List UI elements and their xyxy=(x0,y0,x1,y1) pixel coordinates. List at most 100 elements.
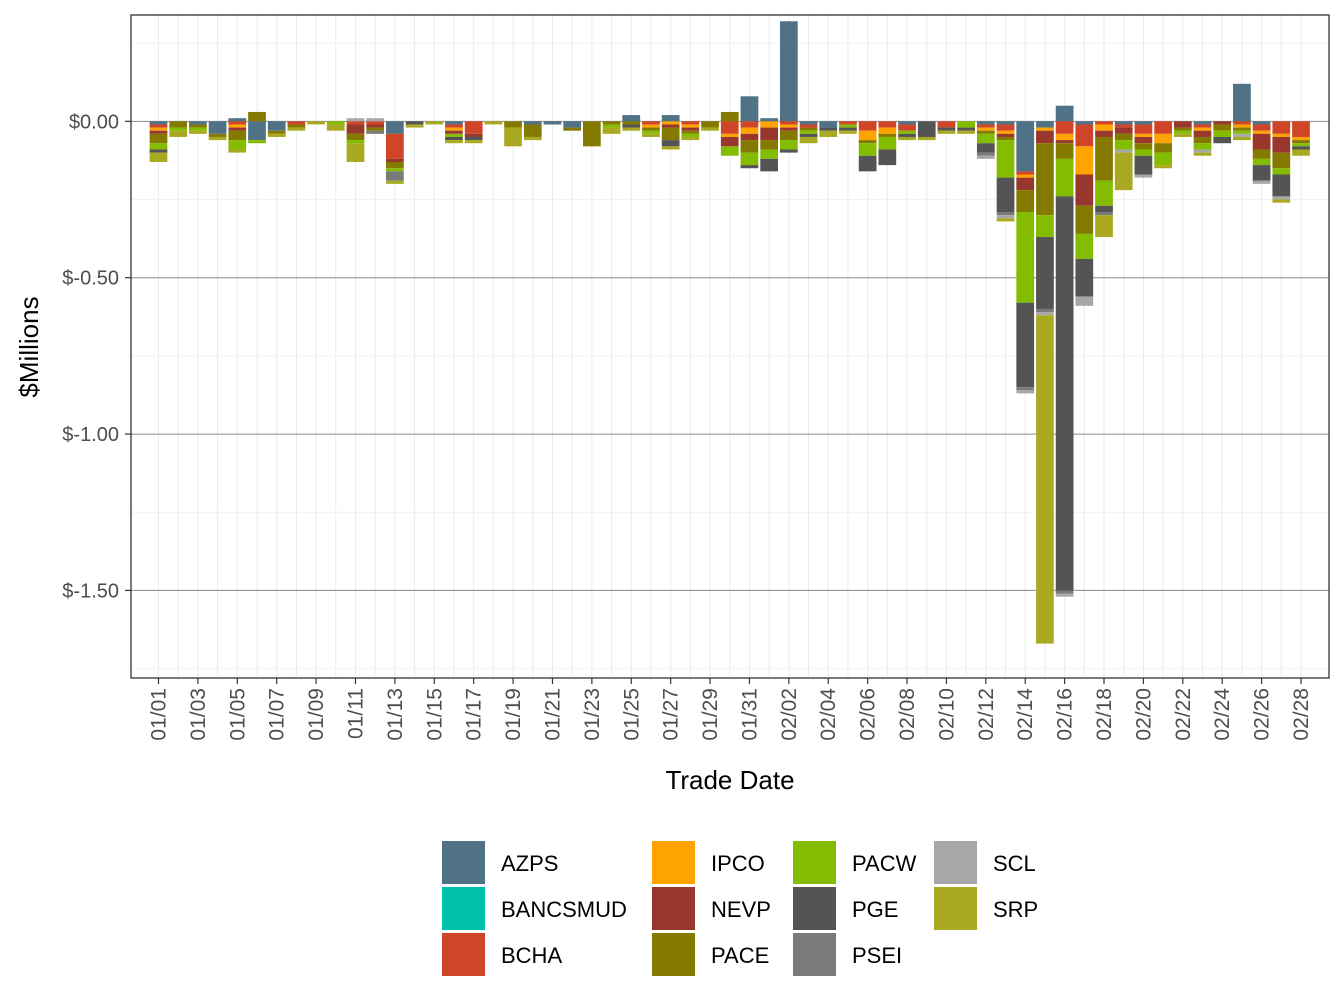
bar-segment-azps-01-31 xyxy=(740,96,759,122)
x-tick-label: 02/12 xyxy=(975,688,998,741)
bar-segment-pacw-01-11 xyxy=(346,140,365,144)
bar-segment-pge-02-05 xyxy=(839,127,857,131)
bar-segment-scl-02-15 xyxy=(1036,312,1054,316)
bar-segment-pace-01-27 xyxy=(661,127,680,141)
x-tick-label: 02/14 xyxy=(1014,688,1037,741)
bar-segment-pace-01-31 xyxy=(740,140,759,153)
bar-segment-pace-01-26 xyxy=(642,127,660,131)
bar-segment-pge-02-11 xyxy=(957,127,975,131)
bar-segment-pge-02-06 xyxy=(858,155,877,172)
bar-segment-bcha-02-12 xyxy=(976,124,995,128)
bar-segment-pacw-02-26 xyxy=(1252,158,1271,166)
bar-segment-pacw-01-26 xyxy=(642,130,660,134)
bar-segment-srp-02-21 xyxy=(1154,165,1172,169)
legend-label-nevp: NEVP xyxy=(711,897,771,922)
legend-swatch-azps xyxy=(442,841,485,884)
bar-segment-pge-01-16 xyxy=(445,136,463,141)
bar-segment-pacw-02-03 xyxy=(799,130,818,134)
bar-segment-psei-01-13 xyxy=(386,171,404,181)
bar-segment-pacw-01-28 xyxy=(681,133,700,137)
bar-segment-azps-01-25 xyxy=(622,115,641,122)
bar-segment-nevp-02-02 xyxy=(779,127,798,131)
bar-segment-pacw-02-27 xyxy=(1272,168,1291,175)
bar-segment-pace-02-26 xyxy=(1252,149,1271,159)
x-tick-label: 02/18 xyxy=(1093,688,1116,741)
x-tick-label: 01/23 xyxy=(581,688,604,741)
bar-segment-bcha-02-19 xyxy=(1114,124,1133,128)
bar-segment-pacw-02-12 xyxy=(976,133,995,144)
bar-segment-srp-02-25 xyxy=(1233,136,1251,141)
bar-segment-bcha-02-05 xyxy=(839,121,857,125)
bar-segment-azps-02-03 xyxy=(799,121,818,125)
bar-segment-ipco-01-27 xyxy=(661,121,680,125)
bar-segment-pace-01-01 xyxy=(149,133,168,144)
bar-segment-bcha-02-25 xyxy=(1233,121,1251,125)
bar-segment-bcha-01-12 xyxy=(366,121,385,125)
bar-segment-pge-01-27 xyxy=(661,140,680,147)
bar-segment-azps-01-21 xyxy=(543,121,562,125)
bar-segment-pacw-01-06 xyxy=(248,140,266,144)
bar-segment-bcha-01-05 xyxy=(228,121,247,125)
bar-segment-srp-01-08 xyxy=(287,127,306,131)
bar-segment-pace-02-16 xyxy=(1055,143,1074,159)
bar-segment-azps-01-06 xyxy=(248,121,266,141)
bar-segment-bcha-02-20 xyxy=(1134,124,1153,134)
bar-segment-pge-02-10 xyxy=(937,127,956,131)
bar-segment-ipco-02-12 xyxy=(976,127,995,131)
x-tick-label: 01/05 xyxy=(226,688,249,741)
legend-swatch-ipco xyxy=(652,841,695,884)
y-tick-label: $-1.00 xyxy=(62,424,119,446)
legend-label-scl: SCL xyxy=(993,851,1036,876)
bar-segment-pace-02-23 xyxy=(1193,136,1212,144)
bar-segment-nevp-02-26 xyxy=(1252,133,1271,150)
bar-segment-bcha-01-30 xyxy=(720,121,739,134)
bar-segment-pacw-01-03 xyxy=(189,127,207,131)
bar-segment-srp-01-17 xyxy=(464,140,483,144)
bar-segment-nevp-02-19 xyxy=(1114,127,1133,134)
bar-segment-nevp-01-13 xyxy=(386,158,404,162)
bar-segment-pace-02-18 xyxy=(1095,136,1113,181)
bar-segment-azps-01-04 xyxy=(208,121,227,134)
bar-segment-azps-01-07 xyxy=(267,121,286,131)
bar-segment-psei-02-13 xyxy=(996,212,1015,216)
bar-segment-pacw-02-21 xyxy=(1154,152,1172,166)
bar-segment-srp-01-15 xyxy=(425,121,444,125)
legend-label-srp: SRP xyxy=(993,897,1038,922)
bar-segment-bcha-01-17 xyxy=(464,121,483,134)
legend-label-pge: PGE xyxy=(852,897,898,922)
bar-segment-ipco-02-07 xyxy=(878,127,897,134)
bar-segment-srp-02-27 xyxy=(1272,199,1291,203)
bar-segment-bcha-02-16 xyxy=(1055,121,1074,134)
bar-segment-pacw-02-06 xyxy=(858,143,877,156)
bar-segment-azps-02-04 xyxy=(819,121,838,128)
bar-segment-azps-01-16 xyxy=(445,121,463,125)
bar-segment-azps-02-26 xyxy=(1252,121,1271,125)
bar-segment-pace-02-19 xyxy=(1114,133,1133,141)
bar-segment-pacw-02-19 xyxy=(1114,140,1133,150)
bar-segment-nevp-02-14 xyxy=(1016,177,1035,191)
x-tick-label: 01/09 xyxy=(305,688,328,741)
bar-segment-pge-02-12 xyxy=(976,143,995,153)
legend-swatch-pacw xyxy=(793,841,836,884)
bar-segment-azps-02-25 xyxy=(1233,83,1251,122)
x-tick-label: 02/24 xyxy=(1211,688,1234,741)
bar-segment-scl-02-16 xyxy=(1055,593,1074,597)
bar-segment-ipco-02-23 xyxy=(1193,127,1212,131)
bar-segment-pacw-02-22 xyxy=(1173,130,1192,134)
bar-segment-pge-02-26 xyxy=(1252,165,1271,181)
bar-segment-psei-01-12 xyxy=(366,130,385,134)
x-tick-label: 02/08 xyxy=(896,688,919,741)
bar-segment-azps-02-15 xyxy=(1036,121,1054,128)
bar-segment-srp-02-28 xyxy=(1292,149,1310,156)
bar-segment-azps-02-14 xyxy=(1016,121,1035,172)
bar-segment-ipco-02-17 xyxy=(1075,146,1094,175)
bar-segment-scl-02-17 xyxy=(1075,296,1094,306)
bar-segment-ipco-01-01 xyxy=(149,127,168,131)
x-tick-label: 01/07 xyxy=(266,688,289,741)
bar-segment-nevp-01-16 xyxy=(445,130,463,134)
bar-segment-pace-01-13 xyxy=(386,161,404,169)
bar-segment-azps-01-05 xyxy=(228,118,247,122)
bar-segment-pge-01-17 xyxy=(464,136,483,141)
bar-segment-pacw-02-05 xyxy=(839,124,857,128)
